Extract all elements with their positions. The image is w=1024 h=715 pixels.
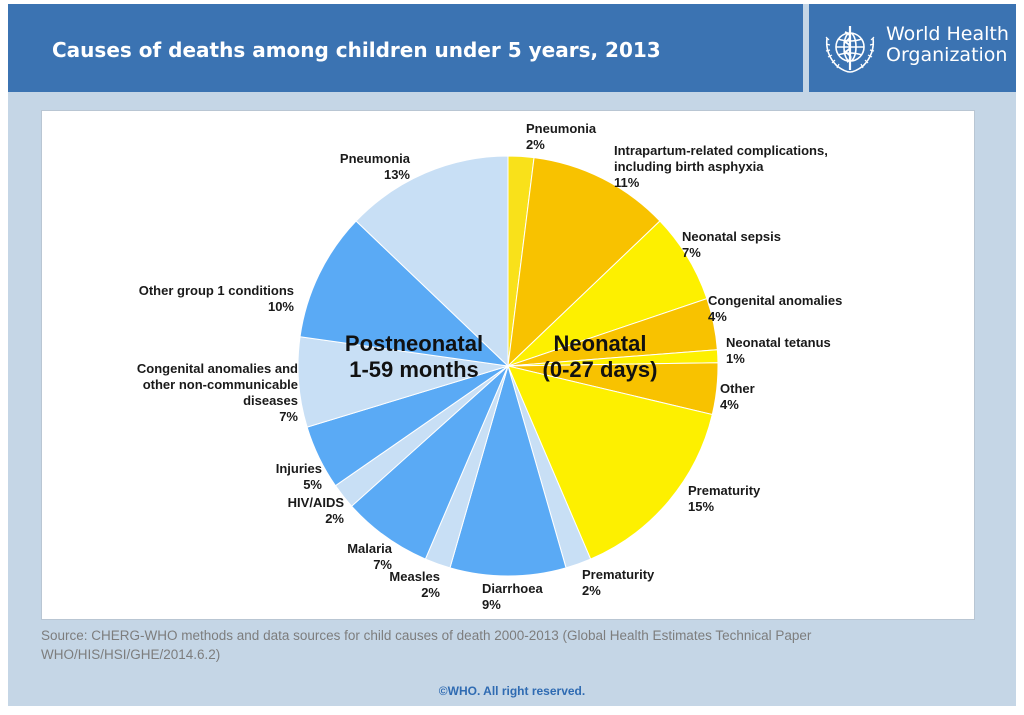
- slice-label-9: Measles 2%: [389, 569, 440, 600]
- pie-slice-15: [355, 155, 509, 368]
- pie-chart: [297, 155, 719, 577]
- slice-label-13: Congenital anomalies and other non-commun…: [136, 361, 298, 424]
- who-logo: World Health Organization: [809, 4, 1016, 92]
- header-bar: Causes of deaths among children under 5 …: [8, 4, 803, 92]
- slice-label-4: Neonatal tetanus 1%: [726, 335, 831, 366]
- group-label-postneonatal: Postneonatal 1-59 months: [344, 331, 484, 382]
- slice-label-12: Injuries 5%: [275, 461, 322, 492]
- copyright: ©WHO. All right reserved.: [438, 684, 586, 698]
- slice-label-3: Congenital anomalies 4%: [708, 293, 843, 324]
- slice-label-0: Pneumonia 2%: [526, 121, 597, 152]
- group-label-neonatal: Neonatal (0-27 days): [542, 331, 658, 382]
- page-title: Causes of deaths among children under 5 …: [52, 38, 661, 62]
- slide: Causes of deaths among children under 5 …: [8, 4, 1016, 706]
- slice-label-7: Prematurity 2%: [582, 567, 655, 598]
- slice-label-5: Other 4%: [720, 381, 755, 412]
- who-emblem-icon: [825, 26, 875, 73]
- pie-slice-8: [449, 364, 567, 577]
- pie-slice-6: [507, 365, 713, 560]
- slice-label-11: HIV/AIDS 2%: [287, 495, 344, 526]
- slice-label-10: Malaria 7%: [347, 541, 392, 572]
- pie-slice-1: [507, 157, 661, 368]
- source-note: Source: CHERG-WHO methods and data sourc…: [41, 628, 812, 662]
- logo-line-1: World Health: [886, 23, 1009, 45]
- slice-label-6: Prematurity 15%: [688, 483, 761, 514]
- who-logo-text: World Health Organization: [886, 24, 1009, 66]
- slice-label-14: Other group 1 conditions 10%: [138, 283, 294, 314]
- logo-line-2: Organization: [886, 44, 1008, 66]
- slice-label-15: Pneumonia 13%: [339, 151, 410, 182]
- chart-panel: Pneumonia 2% Intrapartum-related complica…: [41, 110, 975, 620]
- pie-slice-14: [299, 220, 510, 367]
- slice-label-1: Intrapartum-related complications, includ…: [614, 143, 828, 190]
- slice-label-2: Neonatal sepsis 7%: [682, 229, 781, 260]
- slice-label-8: Diarrhoea 9%: [482, 581, 543, 612]
